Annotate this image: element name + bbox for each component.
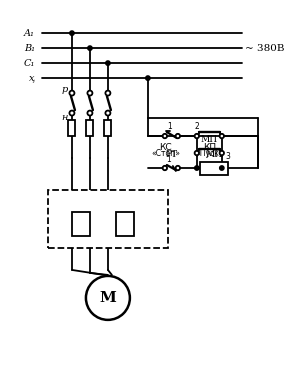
Bar	[86, 120, 94, 136]
Circle shape	[87, 111, 92, 116]
Circle shape	[106, 61, 110, 65]
Text: КС: КС	[160, 143, 172, 152]
Text: бл: бл	[76, 192, 86, 201]
Text: B₁: B₁	[24, 43, 35, 53]
Text: 3: 3	[226, 152, 231, 161]
Circle shape	[86, 276, 130, 320]
Text: A₁: A₁	[24, 29, 35, 38]
Circle shape	[195, 151, 199, 155]
Text: |: |	[67, 192, 70, 201]
Circle shape	[195, 134, 199, 138]
Bar	[116, 212, 134, 236]
Text: МП: МП	[50, 192, 64, 200]
Bar	[68, 120, 76, 136]
Circle shape	[146, 76, 150, 80]
Circle shape	[70, 31, 74, 35]
Text: н: н	[62, 113, 68, 122]
Circle shape	[176, 166, 180, 170]
Circle shape	[105, 91, 110, 96]
Text: СЗ: СЗ	[154, 237, 164, 246]
Text: рт: рт	[62, 192, 71, 201]
Text: «Пуск»: «Пуск»	[195, 149, 224, 158]
Text: C₁: C₁	[24, 59, 35, 68]
Circle shape	[219, 151, 224, 155]
Text: р: р	[62, 85, 68, 94]
Text: ~ 380В: ~ 380В	[245, 43, 284, 53]
Text: М: М	[99, 291, 116, 305]
Text: 1: 1	[167, 122, 172, 131]
Circle shape	[219, 134, 224, 138]
Circle shape	[219, 166, 224, 170]
Bar	[48, 190, 168, 248]
Circle shape	[69, 111, 74, 116]
Text: МП: МП	[201, 135, 218, 144]
Text: су: су	[106, 192, 115, 201]
Circle shape	[195, 166, 199, 170]
Bar	[72, 212, 90, 236]
Text: ҳ: ҳ	[29, 74, 35, 83]
Circle shape	[87, 91, 92, 96]
Circle shape	[163, 166, 167, 170]
Circle shape	[176, 134, 180, 138]
Text: 2: 2	[194, 122, 199, 131]
Circle shape	[88, 46, 92, 50]
Text: 1: 1	[166, 155, 171, 164]
Text: КП: КП	[203, 143, 216, 152]
Text: РТ: РТ	[165, 150, 177, 159]
Bar	[104, 120, 112, 136]
Text: МП: МП	[205, 150, 222, 158]
Bar	[200, 161, 228, 175]
Text: рт: рт	[120, 192, 130, 201]
Circle shape	[163, 134, 167, 138]
Circle shape	[105, 111, 110, 116]
Text: «Стоп»: «Стоп»	[151, 149, 180, 158]
Circle shape	[69, 91, 74, 96]
Text: АЗ: АЗ	[52, 237, 62, 246]
